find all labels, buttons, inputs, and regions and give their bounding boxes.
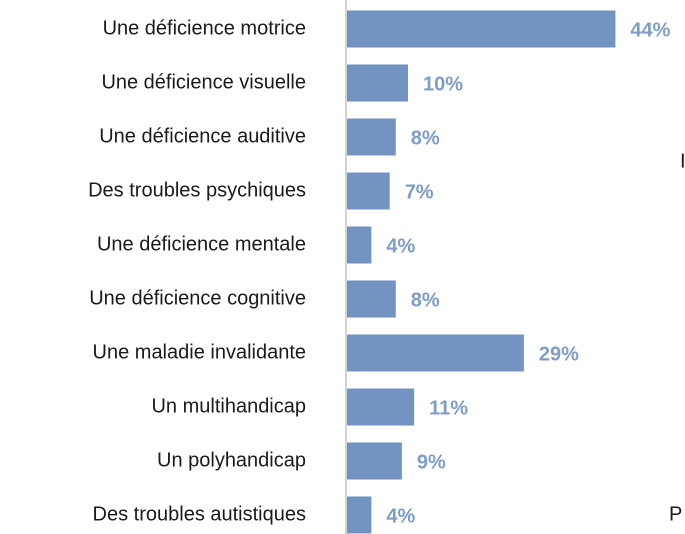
category-label: Un multihandicap <box>151 395 306 417</box>
value-label: 9% <box>417 451 446 473</box>
category-label: Une déficience motrice <box>103 17 306 39</box>
category-label: Une déficience visuelle <box>101 71 306 93</box>
value-label: 8% <box>411 127 440 149</box>
bar <box>347 388 415 426</box>
category-label: Une déficience auditive <box>99 125 306 147</box>
bar <box>347 496 372 534</box>
category-label: Des troubles autistiques <box>93 503 306 525</box>
value-label: 44% <box>630 19 670 41</box>
category-label: Une déficience mentale <box>97 233 306 255</box>
annotation: I <box>680 150 685 172</box>
value-label: 8% <box>411 289 440 311</box>
category-label: Une maladie invalidante <box>93 341 306 363</box>
bar <box>347 280 396 318</box>
bar <box>347 442 402 480</box>
value-label: 7% <box>405 181 434 203</box>
value-label: 29% <box>539 343 579 365</box>
category-label: Des troubles psychiques <box>88 179 306 201</box>
bar <box>347 10 616 48</box>
value-label: 10% <box>423 73 463 95</box>
bar <box>347 226 372 264</box>
category-label: Un polyhandicap <box>157 449 306 471</box>
value-label: 4% <box>386 505 415 527</box>
bar <box>347 118 396 156</box>
bar <box>347 172 390 210</box>
bar <box>347 334 524 372</box>
value-label: 4% <box>386 235 415 257</box>
bar <box>347 64 408 102</box>
category-label: Une déficience cognitive <box>89 287 306 309</box>
annotation: P <box>669 503 682 525</box>
value-label: 11% <box>429 397 468 419</box>
